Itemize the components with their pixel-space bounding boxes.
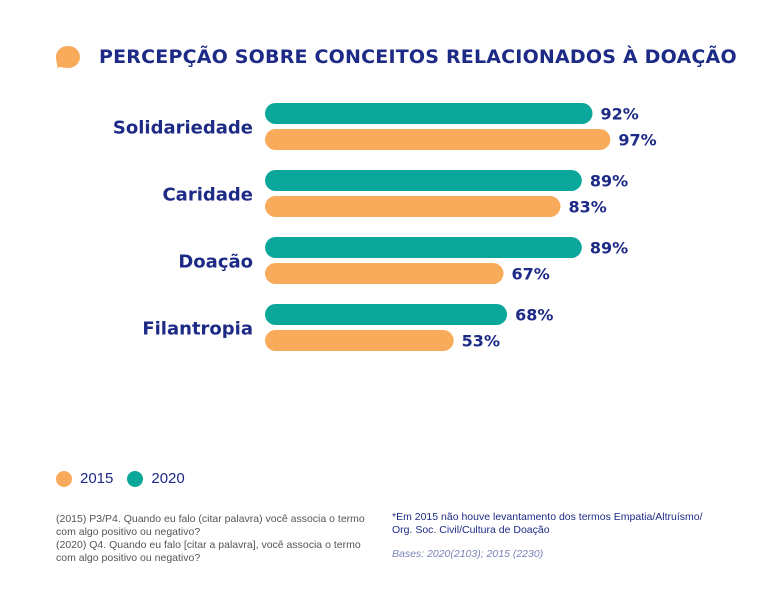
category-label: Doação <box>178 252 253 273</box>
chart-title: PERCEPÇÃO SOBRE CONCEITOS RELACIONADOS À… <box>99 46 737 68</box>
data-label: 97% <box>618 131 656 150</box>
bar-2015 <box>265 263 504 284</box>
data-label: 67% <box>512 265 550 284</box>
data-label: 68% <box>515 306 553 325</box>
category-label: Filantropia <box>142 319 253 340</box>
legend-label-2015: 2015 <box>80 470 114 487</box>
data-label: 53% <box>462 332 500 351</box>
legend-swatch-2015 <box>56 470 72 487</box>
category-label: Caridade <box>162 185 253 206</box>
bar-2020 <box>265 237 582 258</box>
legend-swatch-2020 <box>127 470 144 487</box>
bar-2015 <box>265 330 454 351</box>
legend-item-2015: 2015 <box>56 470 113 487</box>
sample-bases: Bases: 2020(2103); 2015 (2230) <box>392 548 544 560</box>
legend: 2015 2020 <box>56 470 199 487</box>
bar-2015 <box>265 129 611 150</box>
title-row: PERCEPÇÃO SOBRE CONCEITOS RELACIONADOS À… <box>55 44 737 70</box>
data-label: 83% <box>568 198 606 217</box>
bar-2020 <box>265 170 582 191</box>
legend-label-2020: 2020 <box>151 470 185 487</box>
data-label: 92% <box>601 105 639 124</box>
bar-chart: Solidariedade 92% 97% Caridade 89% 83% Doação 8… <box>113 103 657 351</box>
legend-item-2020: 2020 <box>127 470 185 487</box>
question-note: (2015) P3/P4. Quando eu falo (citar pala… <box>56 513 365 564</box>
category-label: Solidariedade <box>113 118 253 139</box>
footnote: *Em 2015 não houve levantamento dos term… <box>392 511 703 536</box>
bar-2020 <box>265 103 593 124</box>
bar-2020 <box>265 304 508 325</box>
data-label: 89% <box>590 239 628 258</box>
speech-bubble-icon <box>56 46 80 68</box>
data-label: 89% <box>590 172 628 191</box>
bar-2015 <box>265 196 561 217</box>
